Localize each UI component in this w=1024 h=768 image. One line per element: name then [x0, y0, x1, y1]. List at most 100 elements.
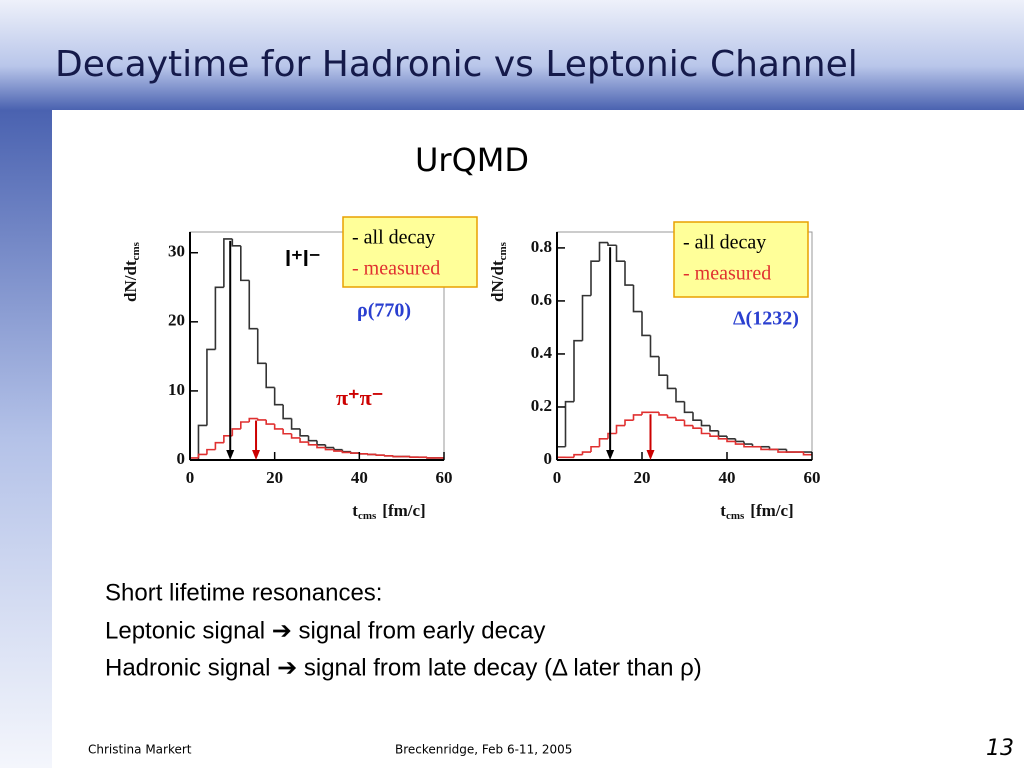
- histogram-bin: [649, 335, 659, 358]
- histogram-bin: [324, 447, 334, 451]
- histogram-bin: [273, 387, 284, 406]
- body-line: Short lifetime resonances:: [105, 579, 382, 606]
- histogram-bin: [282, 404, 292, 420]
- y-tick-label: 0: [177, 449, 186, 468]
- histogram-bin: [573, 339, 583, 402]
- footer-event: Breckenridge, Feb 6-11, 2005: [395, 743, 572, 757]
- legend-entry: - all decay: [683, 232, 766, 254]
- histogram-bin: [367, 453, 377, 456]
- histogram-bin: [726, 438, 736, 443]
- histogram-bin: [573, 453, 583, 458]
- histogram-bin: [426, 457, 436, 459]
- histogram-bin: [598, 241, 608, 262]
- histogram-bin: [624, 419, 634, 426]
- histogram-bin: [223, 238, 233, 288]
- arrow-head: [646, 450, 655, 460]
- histogram-bin: [692, 412, 702, 422]
- histogram-bin: [717, 436, 727, 440]
- y-tick-label: 0.2: [531, 396, 552, 415]
- histogram-bin: [240, 421, 250, 429]
- y-axis-label-sub: cms: [130, 241, 142, 260]
- histogram-bin: [675, 388, 685, 403]
- histogram-bin: [615, 424, 625, 434]
- x-axis-label: tcms [fm/c]: [720, 501, 793, 522]
- x-axis-label: tcms [fm/c]: [352, 501, 425, 522]
- histogram-bin: [273, 424, 284, 430]
- histogram-bin: [214, 441, 224, 450]
- histogram-bin: [197, 424, 207, 460]
- histogram-bin: [316, 440, 326, 446]
- annotation: ρ(770): [357, 300, 411, 322]
- subtitle: UrQMD: [415, 141, 529, 179]
- histogram-bin: [564, 400, 574, 447]
- histogram-bin: [197, 453, 207, 458]
- histogram-bin: [341, 449, 351, 453]
- histogram-bin: [290, 418, 301, 430]
- x-tick-label: 60: [804, 468, 821, 487]
- x-tick-label: 40: [719, 468, 736, 487]
- histogram-bin: [392, 455, 402, 458]
- y-axis-label-sub: cms: [497, 241, 509, 260]
- y-axis-label: dN/dtcms: [121, 241, 142, 302]
- y-axis-label-main: dN/dt: [488, 260, 507, 302]
- histogram-bin: [299, 437, 309, 443]
- histogram-bin: [607, 242, 617, 247]
- histogram-bin: [777, 449, 787, 453]
- histogram-bin: [307, 442, 317, 446]
- histogram-bin: [666, 375, 676, 390]
- histogram-bin: [265, 363, 275, 389]
- histogram-bin: [333, 449, 343, 452]
- histogram-bin: [240, 245, 250, 282]
- histogram-bin: [290, 433, 301, 439]
- arrow-head: [606, 450, 615, 460]
- histogram-bin: [256, 418, 267, 421]
- legend-entry: - measured: [683, 263, 771, 285]
- y-axis-label-main: dN/dt: [121, 260, 140, 302]
- histogram-bin: [299, 428, 309, 437]
- histogram-bin: [624, 261, 634, 286]
- arrow-head: [226, 450, 235, 460]
- histogram-bin: [590, 445, 600, 453]
- y-tick-label: 0.4: [531, 343, 553, 362]
- histogram-bin: [590, 260, 600, 296]
- x-tick-label: 0: [186, 468, 195, 487]
- histogram-bin: [683, 420, 693, 427]
- histogram-bin: [598, 437, 608, 447]
- histogram-bin: [632, 414, 642, 421]
- histogram-bin: [333, 447, 343, 451]
- histogram-bin: [248, 417, 258, 422]
- histogram-bin: [658, 412, 668, 416]
- histogram-bin: [658, 356, 668, 376]
- x-tick-label: 0: [553, 468, 562, 487]
- histogram-bin: [666, 414, 676, 419]
- histogram-bin: [734, 438, 744, 443]
- histogram-bin: [316, 444, 326, 449]
- x-axis-label-sub: cms: [358, 510, 377, 522]
- y-axis-label: dN/dtcms: [488, 241, 509, 302]
- histogram-bin: [683, 401, 693, 414]
- histogram-bin: [726, 436, 736, 440]
- histogram-bin: [231, 238, 241, 247]
- histogram-bin: [409, 456, 419, 459]
- x-tick-label: 60: [436, 468, 453, 487]
- histogram-bin: [581, 294, 591, 341]
- histogram-bin: [802, 452, 812, 456]
- histogram-bin: [214, 286, 224, 350]
- x-axis-label-main: t: [720, 501, 726, 520]
- histogram-bin: [265, 419, 275, 425]
- histogram-bin: [307, 435, 317, 442]
- page-number: 13: [986, 736, 1014, 761]
- histogram-bin: [383, 455, 394, 457]
- histogram-bin: [641, 311, 651, 337]
- histogram-bin: [256, 328, 267, 365]
- histogram-bin: [581, 451, 591, 455]
- histogram-bin: [641, 411, 651, 415]
- annotation: l⁺l⁻: [285, 246, 320, 271]
- histogram-bin: [743, 444, 753, 448]
- histogram-bin: [231, 428, 241, 436]
- legend-box: [342, 216, 478, 288]
- annotation: Δ(1232): [733, 308, 799, 330]
- legend-box: [673, 221, 809, 298]
- header-band: [0, 0, 1024, 110]
